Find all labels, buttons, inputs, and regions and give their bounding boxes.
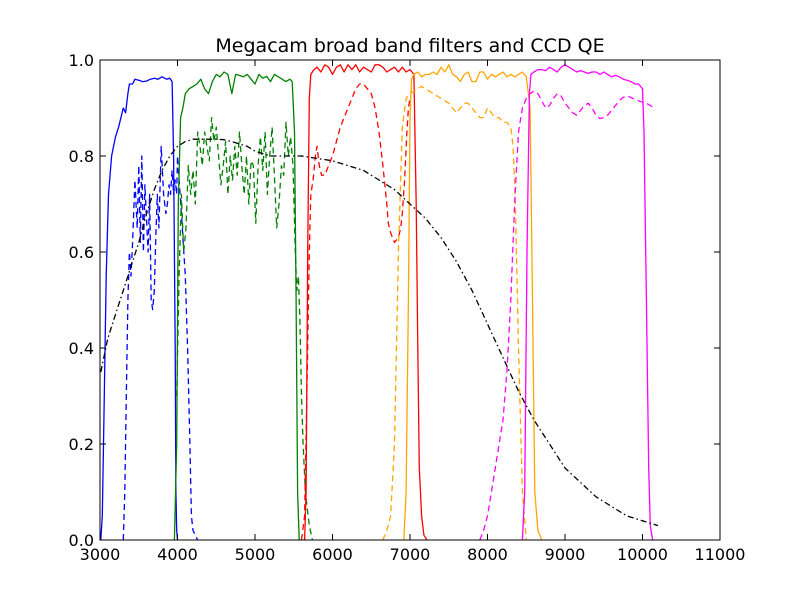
x-tick-label: 5000 <box>235 545 276 564</box>
series-line-10 <box>100 138 659 527</box>
x-tick-label: 7000 <box>390 545 431 564</box>
x-tick-label: 10000 <box>617 545 668 564</box>
series-line-6 <box>403 64 543 541</box>
y-tick-label: 0.4 <box>69 339 94 358</box>
series-line-7 <box>382 85 527 541</box>
series-line-2 <box>173 71 300 541</box>
x-tick-label: 6000 <box>312 545 353 564</box>
x-tick-label: 11000 <box>695 545 746 564</box>
chart-title: Megacam broad band filters and CCD QE <box>215 35 604 57</box>
series-layer <box>100 64 659 541</box>
series-line-0 <box>100 76 179 541</box>
series-line-8 <box>521 64 654 541</box>
x-tick-label: 8000 <box>467 545 508 564</box>
y-tick-label: 1.0 <box>69 51 94 70</box>
series-line-9 <box>479 90 655 541</box>
y-tick-label: 0.6 <box>69 243 94 262</box>
ticks-layer: 3000 4000 5000 6000 7000 8000 9000 10000 11000 0.… <box>69 51 746 564</box>
x-tick-label: 3000 <box>80 545 121 564</box>
series-line-3 <box>176 116 314 541</box>
series-line-5 <box>300 83 411 541</box>
y-tick-label: 0.0 <box>69 531 94 550</box>
plot-frame <box>99 59 721 541</box>
series-line-4 <box>303 64 428 541</box>
x-tick-label: 4000 <box>157 545 198 564</box>
x-tick-label: 9000 <box>545 545 586 564</box>
y-tick-label: 0.2 <box>69 435 94 454</box>
y-tick-label: 0.8 <box>69 147 94 166</box>
